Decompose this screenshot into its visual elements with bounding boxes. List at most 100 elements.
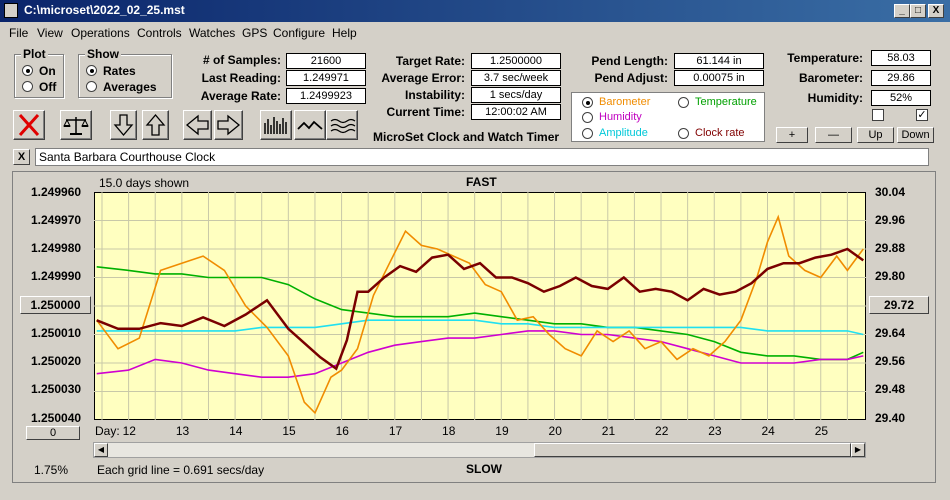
- checkbox-left[interactable]: [872, 109, 884, 121]
- clock-close-button[interactable]: X: [13, 149, 30, 165]
- wave-icon: [297, 120, 323, 130]
- red-x-icon: [18, 113, 40, 137]
- x-tick-label: 17: [388, 424, 403, 438]
- current-time-label: Current Time:: [386, 105, 465, 119]
- left-arrow-button[interactable]: [183, 110, 212, 140]
- y-right-tick: 29.48: [875, 382, 906, 396]
- x-tick-label: 15: [282, 424, 296, 438]
- y-left-tick: 1.250020: [31, 354, 82, 368]
- x-tick-label: 13: [175, 424, 190, 438]
- title-bar[interactable]: C:\microset\2022_02_25.mst _ □ X: [0, 0, 950, 22]
- plot-off-radio[interactable]: [22, 81, 33, 92]
- series-barometer: [96, 214, 864, 415]
- grid-note: Each grid line = 0.691 secs/day: [97, 463, 265, 477]
- arrow-left-icon: [185, 114, 209, 136]
- arrow-right-icon: [217, 114, 241, 136]
- scroll-left-arrow-icon[interactable]: ◀: [94, 443, 108, 457]
- horizontal-scrollbar[interactable]: ◀ ▶: [93, 442, 866, 458]
- x-tick-label: 23: [708, 424, 722, 438]
- pend-adjust-field: 0.00075 in: [674, 70, 764, 86]
- plot-off-label: Off: [39, 80, 57, 94]
- menu-view[interactable]: View: [37, 26, 63, 40]
- down-arrow-button[interactable]: [110, 110, 137, 140]
- average-rate-field: 1.2499923: [286, 88, 366, 104]
- stop-button[interactable]: [13, 110, 45, 140]
- x-tick-label: 14: [229, 424, 243, 438]
- menu-gps[interactable]: GPS: [242, 26, 268, 40]
- x-tick-label: 25: [814, 424, 829, 438]
- scroll-thumb[interactable]: [534, 443, 851, 457]
- y-left-tick: 1.249980: [31, 241, 82, 255]
- temperature-label: Temperature:: [787, 51, 863, 65]
- plot-on-radio[interactable]: [22, 65, 33, 76]
- menu-operations[interactable]: Operations: [71, 26, 130, 40]
- histogram-button[interactable]: [260, 110, 292, 140]
- up-arrow-button[interactable]: [142, 110, 169, 140]
- center-pressure-button[interactable]: 29.72: [869, 296, 929, 314]
- average-error-label: Average Error:: [381, 71, 465, 85]
- y-right-tick: 29.96: [875, 213, 906, 227]
- clock-name-input[interactable]: Santa Barbara Courthouse Clock: [35, 148, 929, 166]
- zero-button[interactable]: 0: [26, 426, 80, 440]
- x-tick-label: 12: [122, 424, 136, 438]
- center-rate-button[interactable]: 1.250000: [20, 296, 91, 314]
- menu-file[interactable]: File: [9, 26, 29, 40]
- menu-controls[interactable]: Controls: [137, 26, 182, 40]
- humidity-option[interactable]: Humidity: [599, 111, 642, 123]
- x-tick-label: 21: [601, 424, 616, 438]
- plus-button[interactable]: +: [776, 127, 808, 143]
- samples-field: 21600: [286, 53, 366, 69]
- amplitude-radio[interactable]: [582, 128, 593, 139]
- x-tick-label: 22: [655, 424, 669, 438]
- multi-wave-icon: [330, 118, 356, 134]
- barometer-radio[interactable]: [582, 97, 593, 108]
- checkbox-right[interactable]: ✓: [916, 109, 928, 121]
- clock-rate-option[interactable]: Clock rate: [695, 127, 745, 139]
- temperature-radio[interactable]: [678, 97, 689, 108]
- pend-adjust-label: Pend Adjust:: [594, 71, 668, 85]
- clock-rate-radio[interactable]: [678, 128, 689, 139]
- wave-button[interactable]: [294, 110, 326, 140]
- down-button[interactable]: Down: [897, 127, 934, 143]
- series-amplitude: [96, 319, 864, 336]
- instability-field: 1 secs/day: [471, 87, 561, 103]
- balance-button[interactable]: [60, 110, 92, 140]
- current-time-field: 12:00:02 AM: [471, 104, 561, 120]
- right-arrow-button[interactable]: [214, 110, 243, 140]
- scroll-right-arrow-icon[interactable]: ▶: [851, 443, 865, 457]
- arrow-up-icon: [145, 113, 166, 136]
- average-rate-label: Average Rate:: [200, 89, 281, 103]
- up-button[interactable]: Up: [857, 127, 894, 143]
- slow-label: SLOW: [466, 462, 502, 476]
- minimize-button[interactable]: _: [894, 4, 910, 18]
- days-shown-label: 15.0 days shown: [99, 176, 190, 190]
- app-caption: MicroSet Clock and Watch Timer: [373, 130, 560, 144]
- fast-label: FAST: [466, 175, 497, 189]
- y-left-tick: 1.250010: [31, 326, 82, 340]
- close-button[interactable]: X: [928, 4, 944, 18]
- menu-help[interactable]: Help: [332, 26, 357, 40]
- series-clock-rate: [96, 247, 865, 371]
- humidity-field: 52%: [871, 90, 931, 106]
- menu-watches[interactable]: Watches: [189, 26, 236, 40]
- menu-configure[interactable]: Configure: [273, 26, 326, 40]
- show-rates-radio[interactable]: [86, 65, 97, 76]
- barometer-option[interactable]: Barometer: [599, 96, 651, 108]
- last-reading-label: Last Reading:: [201, 71, 281, 85]
- maximize-button[interactable]: □: [910, 4, 926, 18]
- plot-panel: [12, 171, 936, 483]
- humidity-radio[interactable]: [582, 112, 593, 123]
- barometer-label: Barometer:: [798, 71, 863, 85]
- y-left-tick: 1.249990: [31, 269, 82, 283]
- scale-icon: [63, 117, 89, 135]
- day-axis-label: Day:: [95, 424, 120, 438]
- y-left-tick: 1.249960: [31, 185, 82, 199]
- show-averages-label: Averages: [103, 80, 157, 94]
- smooth-button[interactable]: [326, 110, 358, 140]
- show-averages-radio[interactable]: [86, 81, 97, 92]
- barometer-field: 29.86: [871, 70, 931, 86]
- minus-button[interactable]: —: [815, 127, 852, 143]
- temperature-option[interactable]: Temperature: [695, 96, 757, 108]
- y-right-tick: 29.80: [875, 269, 906, 283]
- amplitude-option[interactable]: Amplitude: [599, 127, 648, 139]
